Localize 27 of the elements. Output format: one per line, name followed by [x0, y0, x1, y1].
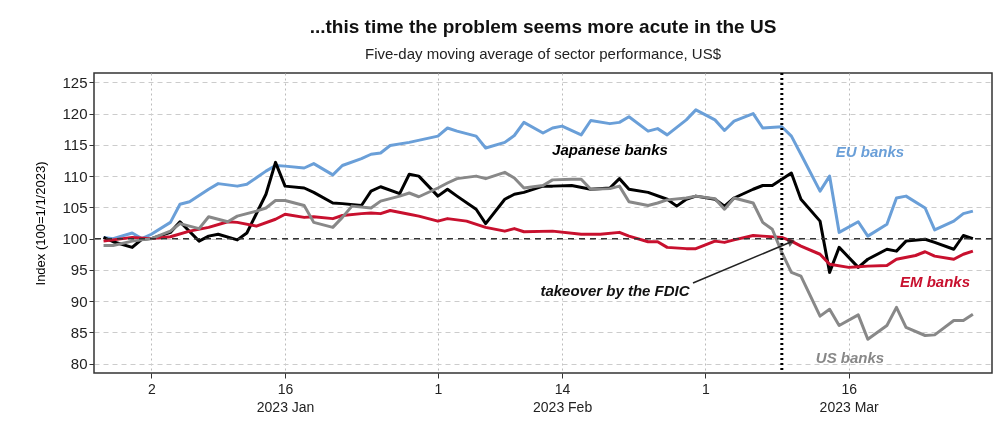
y-tick-label: 120	[62, 105, 88, 123]
y-tick-label: 85	[70, 323, 88, 341]
y-tick-label: 80	[70, 355, 88, 373]
y-axis-title: Index (100=1/1/2023)	[33, 161, 49, 286]
y-tick-label: 125	[62, 73, 88, 91]
series-label: EU banks	[835, 143, 905, 160]
chart-title: ...this time the problem seems more acute in the US	[309, 15, 777, 37]
x-tick-label: 14 2023 Feb	[533, 380, 593, 415]
y-tick-label: 90	[70, 292, 88, 310]
chart-subtitle: Five-day moving average of sector performance, US$	[365, 44, 722, 62]
y-tick-label: 105	[62, 198, 88, 216]
line-series	[102, 209, 975, 269]
line-series	[102, 170, 975, 341]
y-tick-label: 110	[63, 167, 88, 185]
x-tick-label: 16 2023 Jan	[256, 380, 315, 415]
annotation: takeover by the FDIC	[540, 282, 691, 299]
series-label: US banks	[815, 349, 885, 366]
x-tick-label: 1	[702, 380, 711, 397]
x-tick-label: 16 2023 Mar	[819, 380, 880, 415]
y-tick-label: 95	[70, 261, 88, 279]
x-tick-label: 2	[147, 380, 156, 397]
x-tick-label: 1	[434, 380, 443, 397]
line-series	[102, 108, 975, 241]
series-label: Japanese banks	[552, 141, 668, 158]
series-label: EM banks	[899, 273, 971, 290]
y-tick-label: 100	[62, 230, 88, 248]
y-tick-label: 115	[63, 136, 88, 154]
